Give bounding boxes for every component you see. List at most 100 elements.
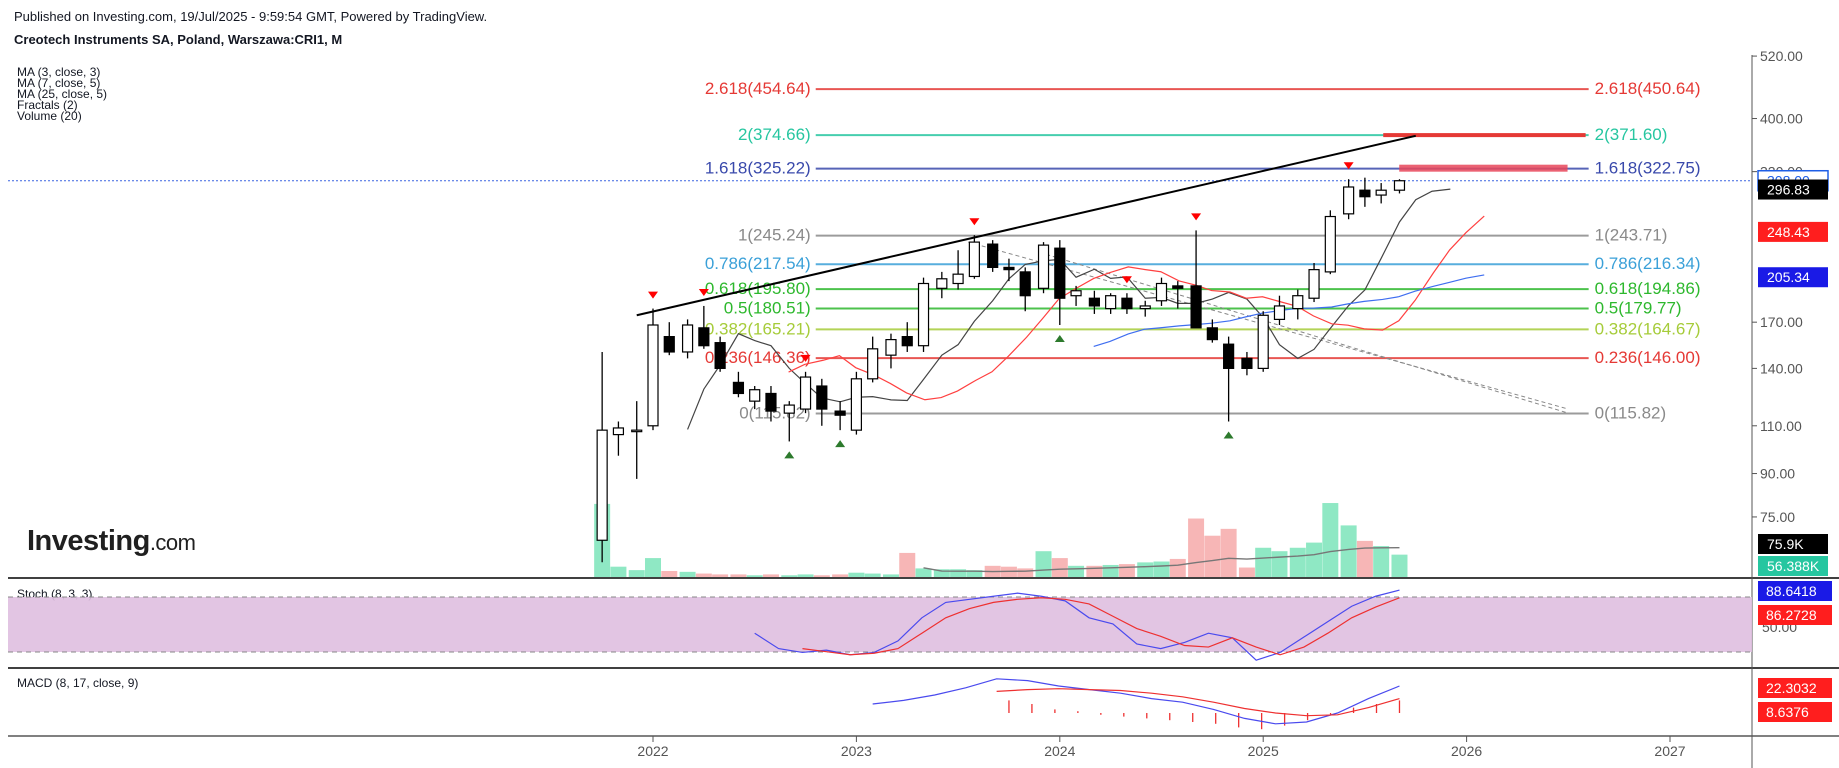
candle-body bbox=[1070, 290, 1082, 297]
dashed-trendline-2 bbox=[1039, 251, 1569, 414]
volume-bar bbox=[730, 574, 747, 577]
candle-body bbox=[1223, 343, 1235, 369]
candle-body bbox=[732, 381, 745, 395]
stoch-label[interactable]: Stoch (8, 3, 3) bbox=[17, 587, 93, 601]
volume-bar bbox=[797, 574, 814, 577]
y-tick-label: 140.00 bbox=[1760, 360, 1803, 376]
volume-bar bbox=[899, 552, 916, 577]
indicator-ma-7[interactable]: MA (7, close, 5) bbox=[17, 76, 101, 90]
macd-label[interactable]: MACD (8, 17, close, 9) bbox=[17, 676, 139, 690]
candle-body bbox=[647, 324, 659, 427]
volume-bar bbox=[628, 570, 645, 577]
volume-bar bbox=[848, 572, 865, 577]
candle-body bbox=[1088, 297, 1100, 307]
volume-bar bbox=[594, 503, 611, 577]
candle-body bbox=[663, 336, 675, 353]
instrument-title: Creotech Instruments SA, Poland, Warszaw… bbox=[14, 32, 343, 47]
volume-bar bbox=[1373, 546, 1390, 577]
stoch-d-line bbox=[802, 597, 1400, 656]
volume-bar bbox=[1153, 561, 1170, 577]
candle-body bbox=[631, 429, 643, 433]
volume-bar bbox=[1051, 558, 1068, 577]
candle-body bbox=[1257, 314, 1269, 369]
volume-bar bbox=[679, 571, 696, 577]
candle-body bbox=[714, 342, 726, 369]
volume-bar bbox=[1391, 554, 1408, 577]
macd-line bbox=[872, 678, 1400, 725]
candle-body bbox=[1019, 271, 1031, 297]
candle-body bbox=[1139, 305, 1151, 310]
volume-bar bbox=[813, 575, 830, 577]
price-badge bbox=[1757, 169, 1829, 192]
candle-body bbox=[749, 389, 761, 402]
candle-body bbox=[834, 410, 846, 416]
candle-body bbox=[816, 385, 828, 410]
y-tick-label: 110.00 bbox=[1760, 418, 1802, 434]
fib-right-label: 2(371.60) bbox=[1595, 125, 1668, 144]
candle-body bbox=[1190, 285, 1202, 329]
fib-right-label: 1.618(322.75) bbox=[1595, 159, 1701, 178]
candle-body bbox=[1206, 327, 1218, 341]
price-badge bbox=[1758, 267, 1828, 288]
ma-7-line bbox=[788, 215, 1485, 401]
y-tick-label: 75.00 bbox=[1760, 509, 1795, 525]
fractal-up-arrow bbox=[1223, 431, 1234, 439]
volume-bar bbox=[610, 566, 627, 577]
volume-badge-label: 75.9K bbox=[1767, 536, 1804, 552]
candle-body bbox=[1393, 180, 1406, 191]
candle-body bbox=[1105, 295, 1117, 310]
volume-bar bbox=[1356, 540, 1373, 577]
candle-body bbox=[783, 404, 795, 414]
candle-body bbox=[987, 243, 999, 268]
dashed-trendline-1 bbox=[968, 241, 1569, 410]
volume-bar bbox=[1220, 528, 1237, 577]
candle-body bbox=[1003, 266, 1015, 271]
fractal-down-arrow bbox=[698, 288, 709, 296]
fib-left-label: 0.236(146.36) bbox=[705, 348, 811, 367]
stoch-k-line bbox=[754, 589, 1400, 661]
fib-right-label: 0.236(146.00) bbox=[1595, 348, 1701, 367]
fib-right-label: 2.618(450.64) bbox=[1595, 79, 1701, 98]
fib-left-label: 0(115.82) bbox=[739, 404, 811, 423]
y-tick-label: 520.00 bbox=[1760, 48, 1803, 64]
candle-body bbox=[1292, 295, 1304, 310]
fib-left-label: 0.618(195.80) bbox=[705, 279, 811, 298]
price-badge-label: 248.43 bbox=[1767, 224, 1810, 240]
volume-bar bbox=[746, 575, 763, 577]
fib-right-label: 0.786(216.34) bbox=[1595, 254, 1701, 273]
price-badge bbox=[1758, 221, 1828, 242]
volume-bar bbox=[1017, 568, 1034, 577]
indicator-fractals[interactable]: Fractals (2) bbox=[17, 98, 78, 112]
fractal-down-arrow bbox=[1343, 162, 1354, 170]
candle-body bbox=[681, 324, 694, 353]
fractal-down-arrow bbox=[648, 291, 658, 299]
fib-left-label: 0.5(180.51) bbox=[724, 298, 811, 317]
candle-body bbox=[1241, 357, 1253, 369]
fib-left-label: 0.382(165.21) bbox=[705, 319, 811, 338]
fractal-down-arrow bbox=[1121, 276, 1132, 284]
fractal-up-arrow bbox=[784, 451, 795, 459]
indicator-volume[interactable]: Volume (20) bbox=[17, 109, 82, 123]
ma-25-line bbox=[1093, 274, 1485, 348]
ma-3-line bbox=[687, 188, 1451, 430]
fib-left-label: 2.618(454.64) bbox=[705, 79, 811, 98]
price-badge-label: 205.34 bbox=[1767, 269, 1810, 285]
volume-bar bbox=[781, 575, 798, 577]
candle-body bbox=[612, 427, 625, 436]
candle-body bbox=[1037, 244, 1050, 289]
candle-body bbox=[1308, 269, 1320, 299]
volume-average-line bbox=[923, 546, 1400, 573]
volume-bar bbox=[661, 570, 678, 577]
fib-right-label: 0.382(164.67) bbox=[1595, 319, 1701, 338]
fib-right-label: 0.618(194.86) bbox=[1595, 279, 1701, 298]
logo-main: Investing bbox=[27, 525, 150, 557]
volume-bar bbox=[950, 569, 967, 577]
indicator-ma-3[interactable]: MA (3, close, 3) bbox=[17, 65, 101, 79]
volume-bar bbox=[984, 565, 1001, 577]
candle-body bbox=[968, 241, 980, 278]
stoch-band bbox=[8, 597, 1752, 652]
candle-body bbox=[1121, 297, 1133, 310]
indicator-ma-25[interactable]: MA (25, close, 5) bbox=[17, 87, 108, 101]
